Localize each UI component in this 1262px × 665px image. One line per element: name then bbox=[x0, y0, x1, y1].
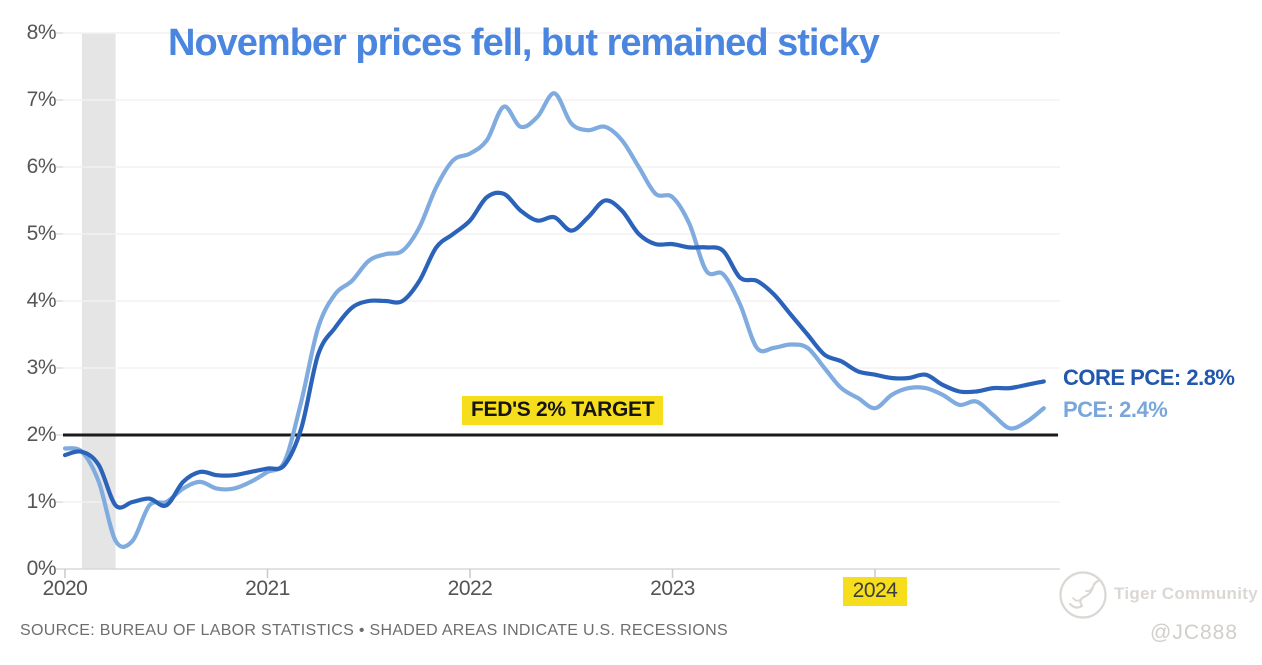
y-axis-tick-label: 0% bbox=[26, 557, 57, 580]
pce-value-label: PCE: 2.4% bbox=[1063, 397, 1168, 422]
x-axis-tick: 2020 bbox=[10, 577, 120, 601]
x-axis-tick: 2022 bbox=[415, 577, 525, 601]
y-axis-tick-label: 8% bbox=[26, 21, 57, 44]
x-axis-tick-label: 2021 bbox=[245, 577, 290, 600]
y-axis-tick-label: 1% bbox=[26, 490, 57, 513]
pce-line bbox=[62, 91, 1046, 549]
y-axis-tick-label: 2% bbox=[26, 423, 57, 446]
tiger-logo-icon bbox=[1059, 571, 1107, 619]
source-note: SOURCE: BUREAU OF LABOR STATISTICS • SHA… bbox=[20, 622, 728, 639]
x-axis-tick: 2024 bbox=[820, 577, 930, 606]
y-axis-tick-label: 4% bbox=[26, 289, 57, 312]
x-axis-tick-label: 2023 bbox=[650, 577, 695, 600]
x-axis-tick: 2021 bbox=[213, 577, 323, 601]
watermark-handle-label: @JC888 bbox=[1150, 621, 1239, 644]
chart-title: November prices fell, but remained stick… bbox=[168, 22, 880, 64]
fed-target-label: FED'S 2% TARGET bbox=[462, 396, 664, 425]
y-axis-tick-label: 7% bbox=[26, 88, 57, 111]
watermark-community-label: Tiger Community bbox=[1114, 584, 1258, 603]
y-axis-tick-label: 6% bbox=[26, 155, 57, 178]
core-pce-value-label: CORE PCE: 2.8% bbox=[1063, 365, 1235, 390]
y-axis-tick-label: 3% bbox=[26, 356, 57, 379]
y-axis-tick-label: 5% bbox=[26, 222, 57, 245]
x-axis-tick: 2023 bbox=[618, 577, 728, 601]
x-axis-tick-label: 2022 bbox=[447, 577, 493, 600]
x-axis-tick-label-highlighted: 2024 bbox=[842, 577, 908, 606]
x-axis-tick-label: 2020 bbox=[42, 577, 88, 600]
core-pce-line bbox=[62, 190, 1046, 510]
